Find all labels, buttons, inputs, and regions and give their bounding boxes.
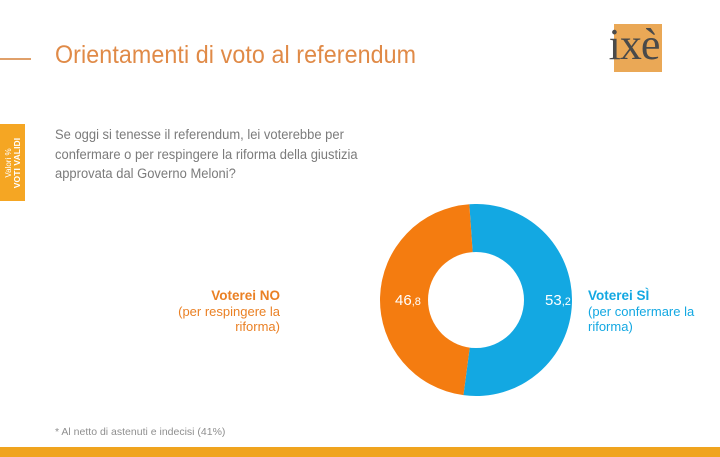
brand-logo: ixè (598, 20, 670, 74)
legend-si: Voterei SÌ (per confermare la riforma) (588, 288, 706, 335)
logo-square-icon (614, 24, 662, 72)
page-title: Orientamenti di voto al referendum (55, 41, 417, 69)
footnote: * Al netto di astenuti e indecisi (41%) (55, 426, 226, 438)
units-tab-text: Valori % VOTI VALIDI (4, 137, 22, 188)
donut-hole (428, 252, 524, 348)
question-text: Se oggi si tenesse il referendum, lei vo… (55, 127, 358, 181)
legend-no: Voterei NO (per respingere la riforma) (145, 288, 280, 335)
units-tab-line-2: VOTI VALIDI (11, 137, 22, 188)
donut-value-si: 53,2 (545, 292, 571, 309)
donut-chart (380, 204, 572, 396)
legend-no-title: Voterei NO (211, 288, 280, 303)
legend-no-subtitle: (per respingere la riforma) (178, 303, 280, 335)
donut-chart-svg (380, 204, 572, 396)
units-tab: Valori % VOTI VALIDI (0, 124, 25, 201)
legend-si-subtitle: (per confermare la riforma) (588, 303, 695, 335)
logo-text: ixè (608, 20, 661, 69)
footer-bar (0, 447, 720, 457)
legend-si-title: Voterei SÌ (588, 288, 650, 303)
title-rule (0, 58, 31, 60)
donut-value-no: 46,8 (395, 292, 421, 309)
